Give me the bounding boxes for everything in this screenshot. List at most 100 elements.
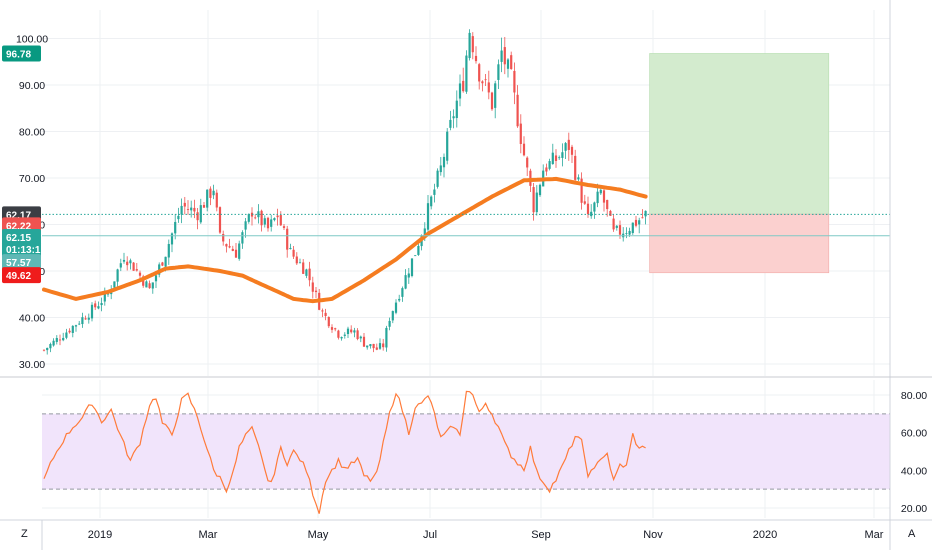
candle xyxy=(177,207,180,223)
candle xyxy=(129,258,132,270)
candle-body xyxy=(510,55,513,70)
candle xyxy=(295,252,298,266)
price-tick-label: 100.00 xyxy=(16,34,48,46)
candle xyxy=(321,308,324,318)
candle xyxy=(510,51,513,70)
auto-scale-button[interactable]: A xyxy=(908,528,916,540)
candle-body xyxy=(526,157,529,168)
moving-average-line xyxy=(42,176,648,304)
candle-body xyxy=(148,283,151,289)
candle xyxy=(519,114,522,154)
candle-body xyxy=(641,217,644,219)
badge-bg xyxy=(2,254,41,271)
candle xyxy=(644,210,647,225)
candle xyxy=(241,230,244,249)
badge-text: 49.62 xyxy=(6,271,31,282)
candle xyxy=(615,224,618,231)
candle xyxy=(260,209,263,232)
candle xyxy=(270,214,273,232)
candle-body xyxy=(161,262,164,266)
candle xyxy=(570,144,574,164)
candle-body xyxy=(254,217,257,219)
badge-bg xyxy=(2,241,41,258)
candle xyxy=(433,183,436,203)
candle xyxy=(353,327,356,338)
candle xyxy=(356,328,359,341)
candle xyxy=(442,153,446,178)
candle xyxy=(193,199,196,219)
candle-body xyxy=(74,325,78,327)
candle xyxy=(311,276,314,299)
candle-body xyxy=(202,204,206,208)
candle-body xyxy=(298,262,302,264)
moving-average-series xyxy=(42,176,648,304)
candle xyxy=(401,286,404,302)
candle-body xyxy=(190,207,193,211)
candle-body xyxy=(519,123,522,144)
candle xyxy=(206,189,209,212)
target-zone[interactable] xyxy=(649,53,830,215)
price-tick-label: 30.00 xyxy=(19,359,45,371)
candle-body xyxy=(455,100,458,119)
candle xyxy=(97,301,100,310)
candle xyxy=(78,320,81,326)
candle-body xyxy=(564,143,567,151)
candle xyxy=(606,199,609,217)
candle xyxy=(94,300,97,311)
candle-body xyxy=(311,282,314,292)
badge-stop: 49.62 xyxy=(2,267,41,284)
candle xyxy=(52,338,55,347)
candle xyxy=(503,36,506,75)
candle xyxy=(500,37,503,73)
candle-body xyxy=(206,189,209,208)
candle-body xyxy=(580,178,583,203)
candle-body xyxy=(353,330,356,333)
candle-body xyxy=(321,310,324,312)
candle-body xyxy=(55,338,58,342)
candle-body xyxy=(404,275,407,289)
candle xyxy=(372,343,375,353)
candle xyxy=(391,310,394,324)
candle xyxy=(426,195,430,236)
candle-body xyxy=(551,152,554,165)
candle xyxy=(478,62,481,90)
candle-body xyxy=(129,260,132,264)
candle-body xyxy=(324,312,327,317)
candle xyxy=(327,316,330,329)
candle-body xyxy=(103,292,106,302)
candle xyxy=(641,209,644,219)
candle xyxy=(215,189,218,212)
candle-body xyxy=(391,311,394,321)
candle xyxy=(231,245,234,252)
candle-body xyxy=(94,303,97,308)
candle-body xyxy=(126,261,129,266)
candle-body xyxy=(478,64,481,82)
time-tick-label: Jul xyxy=(423,529,437,541)
candle xyxy=(458,74,462,107)
candle xyxy=(186,200,190,215)
candle xyxy=(465,50,468,94)
candle xyxy=(238,240,241,261)
candle-body xyxy=(561,152,564,158)
candle-body xyxy=(516,94,519,127)
time-tick-label: Sep xyxy=(531,529,551,541)
time-tick-label: Mar xyxy=(199,529,218,541)
candle-body xyxy=(442,156,446,168)
candle-body xyxy=(490,92,494,110)
stop-zone[interactable] xyxy=(649,213,830,274)
candle xyxy=(343,332,346,339)
candle xyxy=(196,207,199,230)
candle xyxy=(247,213,250,224)
badge-target: 96.78 xyxy=(2,45,41,62)
auto-zoom-button[interactable]: Z xyxy=(21,528,28,540)
candle-body xyxy=(218,207,222,233)
candle-body xyxy=(503,47,506,65)
candle xyxy=(538,183,542,197)
candle xyxy=(455,90,458,128)
time-tick-label: May xyxy=(308,529,329,541)
candle-body xyxy=(228,246,231,248)
bottom-buttons[interactable]: Z A xyxy=(21,528,916,540)
candle-body xyxy=(164,256,167,267)
